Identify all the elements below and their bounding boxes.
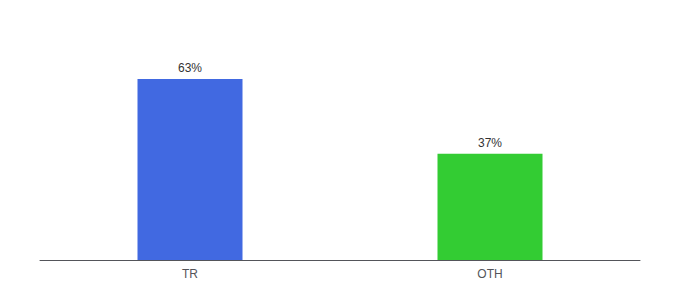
svg-text:63%: 63% bbox=[178, 61, 202, 75]
svg-text:TR: TR bbox=[182, 267, 198, 281]
svg-text:OTH: OTH bbox=[477, 267, 502, 281]
svg-text:37%: 37% bbox=[478, 136, 502, 150]
